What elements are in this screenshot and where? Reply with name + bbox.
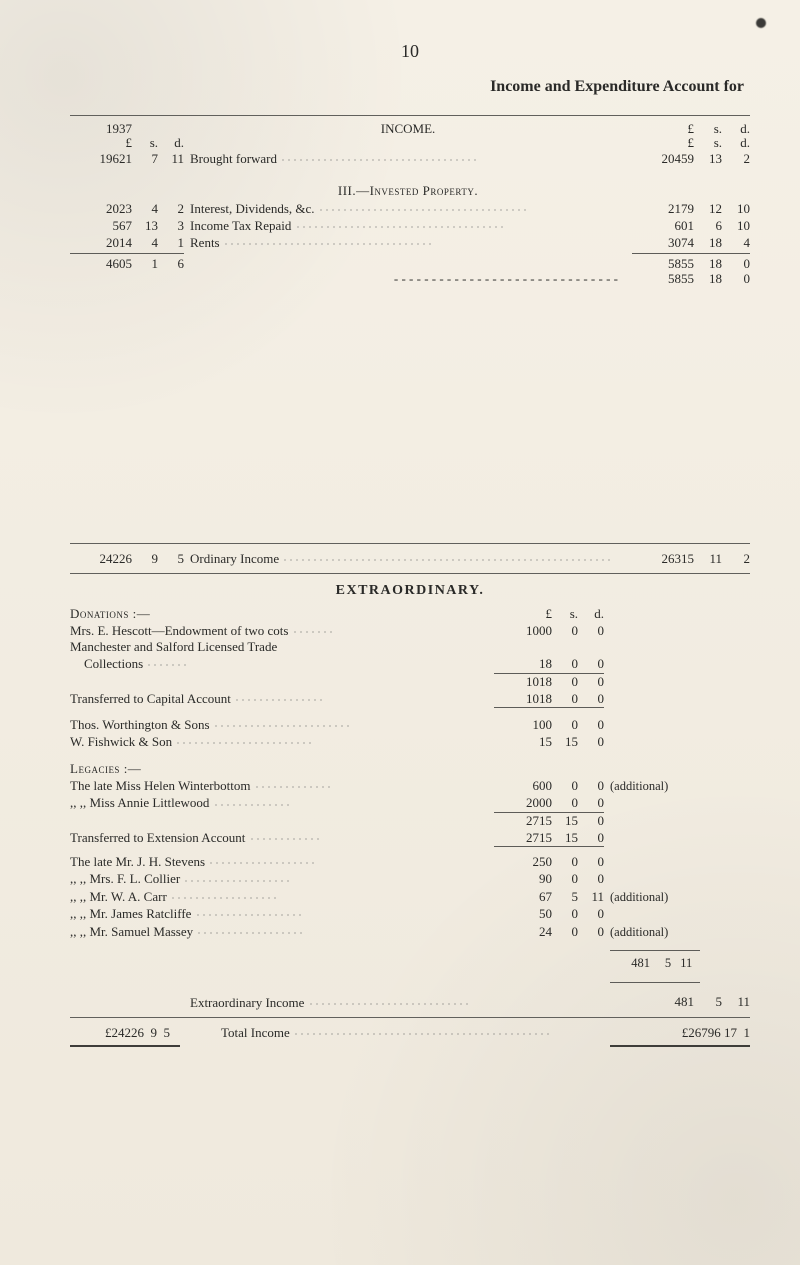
page-heading: Income and Expenditure Account for — [70, 77, 750, 97]
column-header-row: 1937 INCOME. £ s. d. — [70, 122, 750, 136]
ledger-row: W. Fishwick & Son 15150 — [70, 733, 750, 750]
scanned-page: 10 Income and Expenditure Account for 19… — [0, 0, 800, 1265]
psd-s: s. — [700, 122, 722, 136]
ledger-row: 567133Income Tax Repaid 601610 — [70, 217, 750, 234]
donations-header: Donations :— £ s. d. — [70, 606, 750, 622]
rule — [70, 115, 750, 116]
legacies-header: Legacies :— — [70, 761, 750, 777]
rule — [70, 543, 750, 544]
ledger-row: ,, ,, Miss Annie Littlewood 200000 — [70, 794, 750, 811]
brought-forward-row: 19621 7 11 Brought forward 20459 13 2 — [70, 150, 750, 167]
ledger-row: Manchester and Salford Licensed Trade — [70, 639, 750, 655]
psd-p: £ — [632, 122, 694, 136]
section-iii-carry-val: - - - - - - - - - - - - - - - - - - - - … — [70, 271, 750, 287]
ledger-row: Collections 1800 — [70, 655, 750, 672]
ledger-row: 201441Rents 3074184 — [70, 234, 750, 251]
ledger-row: The late Mr. J. H. Stevens 25000 — [70, 853, 750, 870]
ledger-row: ,, ,, Mr. Samuel Massey 2400(additional) — [70, 923, 750, 941]
ledger-row: ,, ,, Mrs. F. L. Collier 9000 — [70, 870, 750, 887]
psd-subheader: £ s. d. £s.d. — [70, 136, 750, 150]
year: 1937 — [70, 122, 132, 136]
ordinary-income-row: 24226 9 5 Ordinary Income 26315 11 2 — [70, 550, 750, 567]
transferred-capital: Transferred to Capital Account 1018 0 0 — [70, 690, 750, 707]
grand-total-row: £24226 9 5 Total Income £26796 17 1 — [70, 1024, 750, 1041]
ledger-row: 202342Interest, Dividends, &c. 21791210 — [70, 200, 750, 217]
ink-blot — [756, 18, 766, 28]
section-iii-heading: III.—Invested Property. — [190, 183, 626, 199]
late-total-side: 481 5 11 — [70, 940, 750, 971]
rule-row — [70, 971, 750, 987]
extraordinary-heading: EXTRAORDINARY. — [70, 582, 750, 600]
extraordinary-income-row: Extraordinary Income 481 5 11 — [70, 994, 750, 1011]
donations-subtotal: 1018 0 0 — [70, 674, 750, 690]
psd-d: d. — [728, 122, 750, 136]
legacies-subtotal: 2715 15 0 — [70, 813, 750, 829]
ledger-row: Thos. Worthington & Sons 10000 — [70, 716, 750, 733]
income-label: INCOME. — [190, 122, 626, 136]
ledger-row: ,, ,, Mr. James Ratcliffe 5000 — [70, 905, 750, 922]
rule — [70, 573, 750, 574]
page-number: 10 — [70, 40, 750, 63]
ledger-row: The late Miss Helen Winterbottom 60000(a… — [70, 777, 750, 795]
ledger-row: Mrs. E. Hescott—Endowment of two cots 10… — [70, 622, 750, 639]
ledger-row: ,, ,, Mr. W. A. Carr 67511(additional) — [70, 888, 750, 906]
section-iii-heading-row: III.—Invested Property. — [70, 183, 750, 199]
rule — [70, 1017, 750, 1018]
transferred-extension: Transferred to Extension Account 2715 15… — [70, 829, 750, 846]
